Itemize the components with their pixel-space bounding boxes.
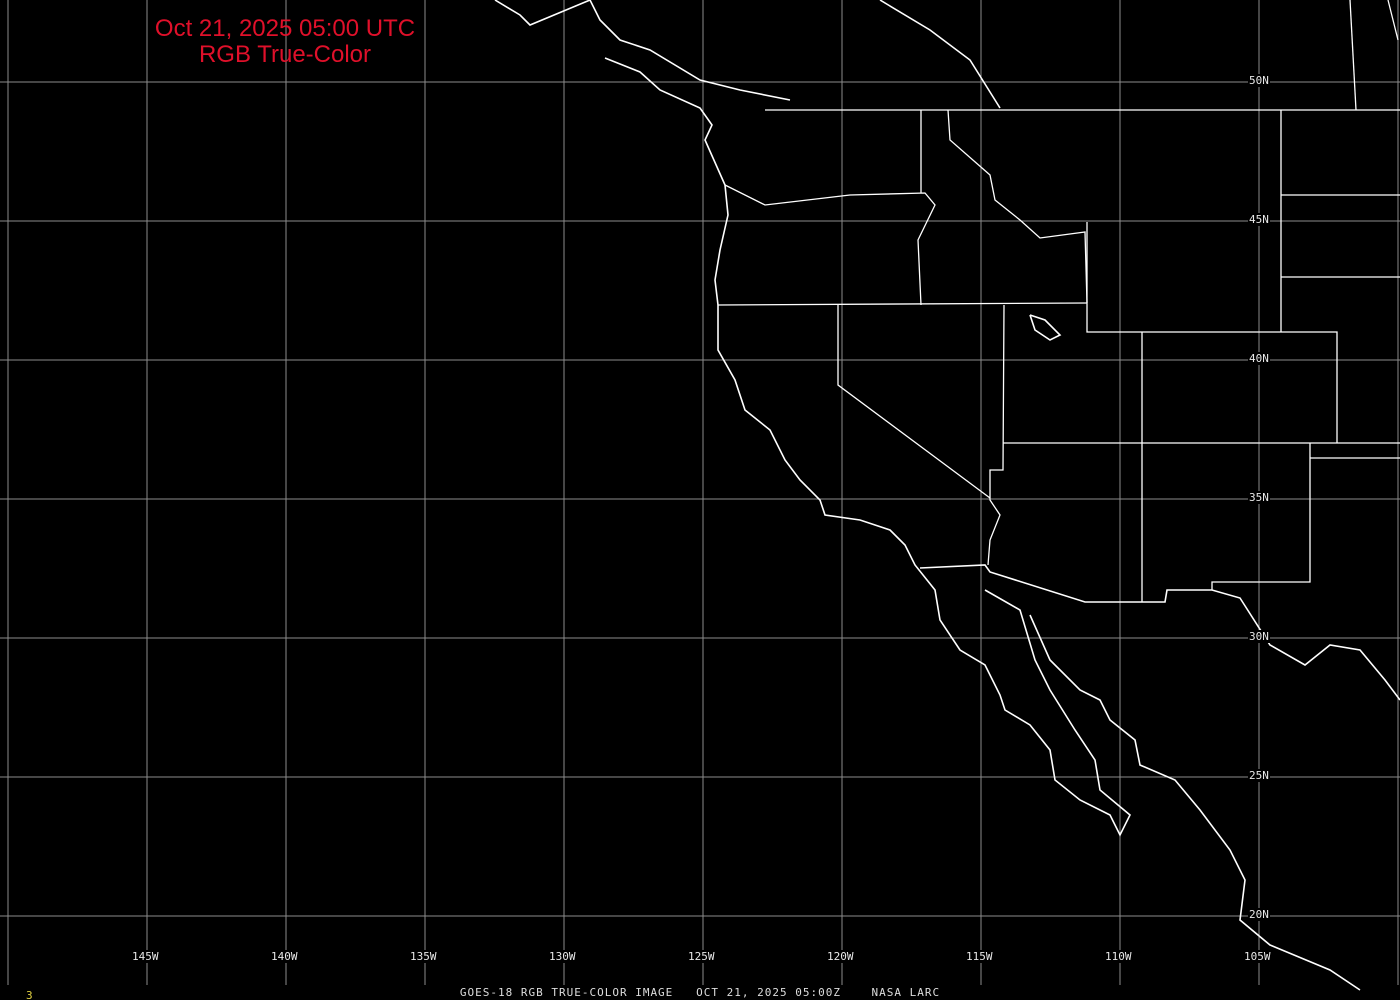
longitude-label: 115W	[965, 950, 994, 963]
border-nv-east	[987, 304, 1005, 566]
latitude-label: 20N	[1248, 908, 1270, 921]
latitude-label: 50N	[1248, 74, 1270, 87]
longitude-label: 140W	[270, 950, 299, 963]
longitude-label: 135W	[409, 950, 438, 963]
border-canada-2	[1387, 0, 1399, 41]
border-nm	[1211, 443, 1311, 590]
frame-number: 3	[26, 989, 33, 1000]
great-salt-lake	[1029, 314, 1062, 341]
border-ca-nv	[837, 305, 991, 499]
border-canada	[1349, 0, 1357, 111]
border-wy	[1086, 222, 1338, 443]
coastline	[494, 0, 1400, 991]
latitude-label: 45N	[1248, 213, 1270, 226]
border-wa-or	[724, 184, 936, 306]
longitude-label: 105W	[1243, 950, 1272, 963]
map-title-datetime: Oct 21, 2025 05:00 UTC	[154, 15, 416, 42]
longitude-label: 145W	[131, 950, 160, 963]
longitude-label: 130W	[548, 950, 577, 963]
mexico-border	[919, 564, 1400, 701]
latitude-label: 35N	[1248, 491, 1270, 504]
border-id-mt	[947, 109, 1088, 304]
longitude-label: 110W	[1104, 950, 1133, 963]
image-caption: GOES-18 RGB TRUE-COLOR IMAGE OCT 21, 202…	[459, 986, 941, 999]
border-42n	[717, 302, 1088, 306]
west-coast	[604, 57, 1131, 837]
bc-coast	[494, 0, 791, 101]
bc-coast-north	[879, 0, 1001, 109]
latitude-label: 25N	[1248, 769, 1270, 782]
latitude-label: 40N	[1248, 352, 1270, 365]
state-borders	[717, 0, 1400, 602]
longitude-label: 120W	[826, 950, 855, 963]
gulf-east-coast	[1029, 614, 1361, 991]
longitude-label: 125W	[687, 950, 716, 963]
latitude-label: 30N	[1248, 630, 1270, 643]
map-title-product: RGB True-Color	[198, 41, 372, 68]
